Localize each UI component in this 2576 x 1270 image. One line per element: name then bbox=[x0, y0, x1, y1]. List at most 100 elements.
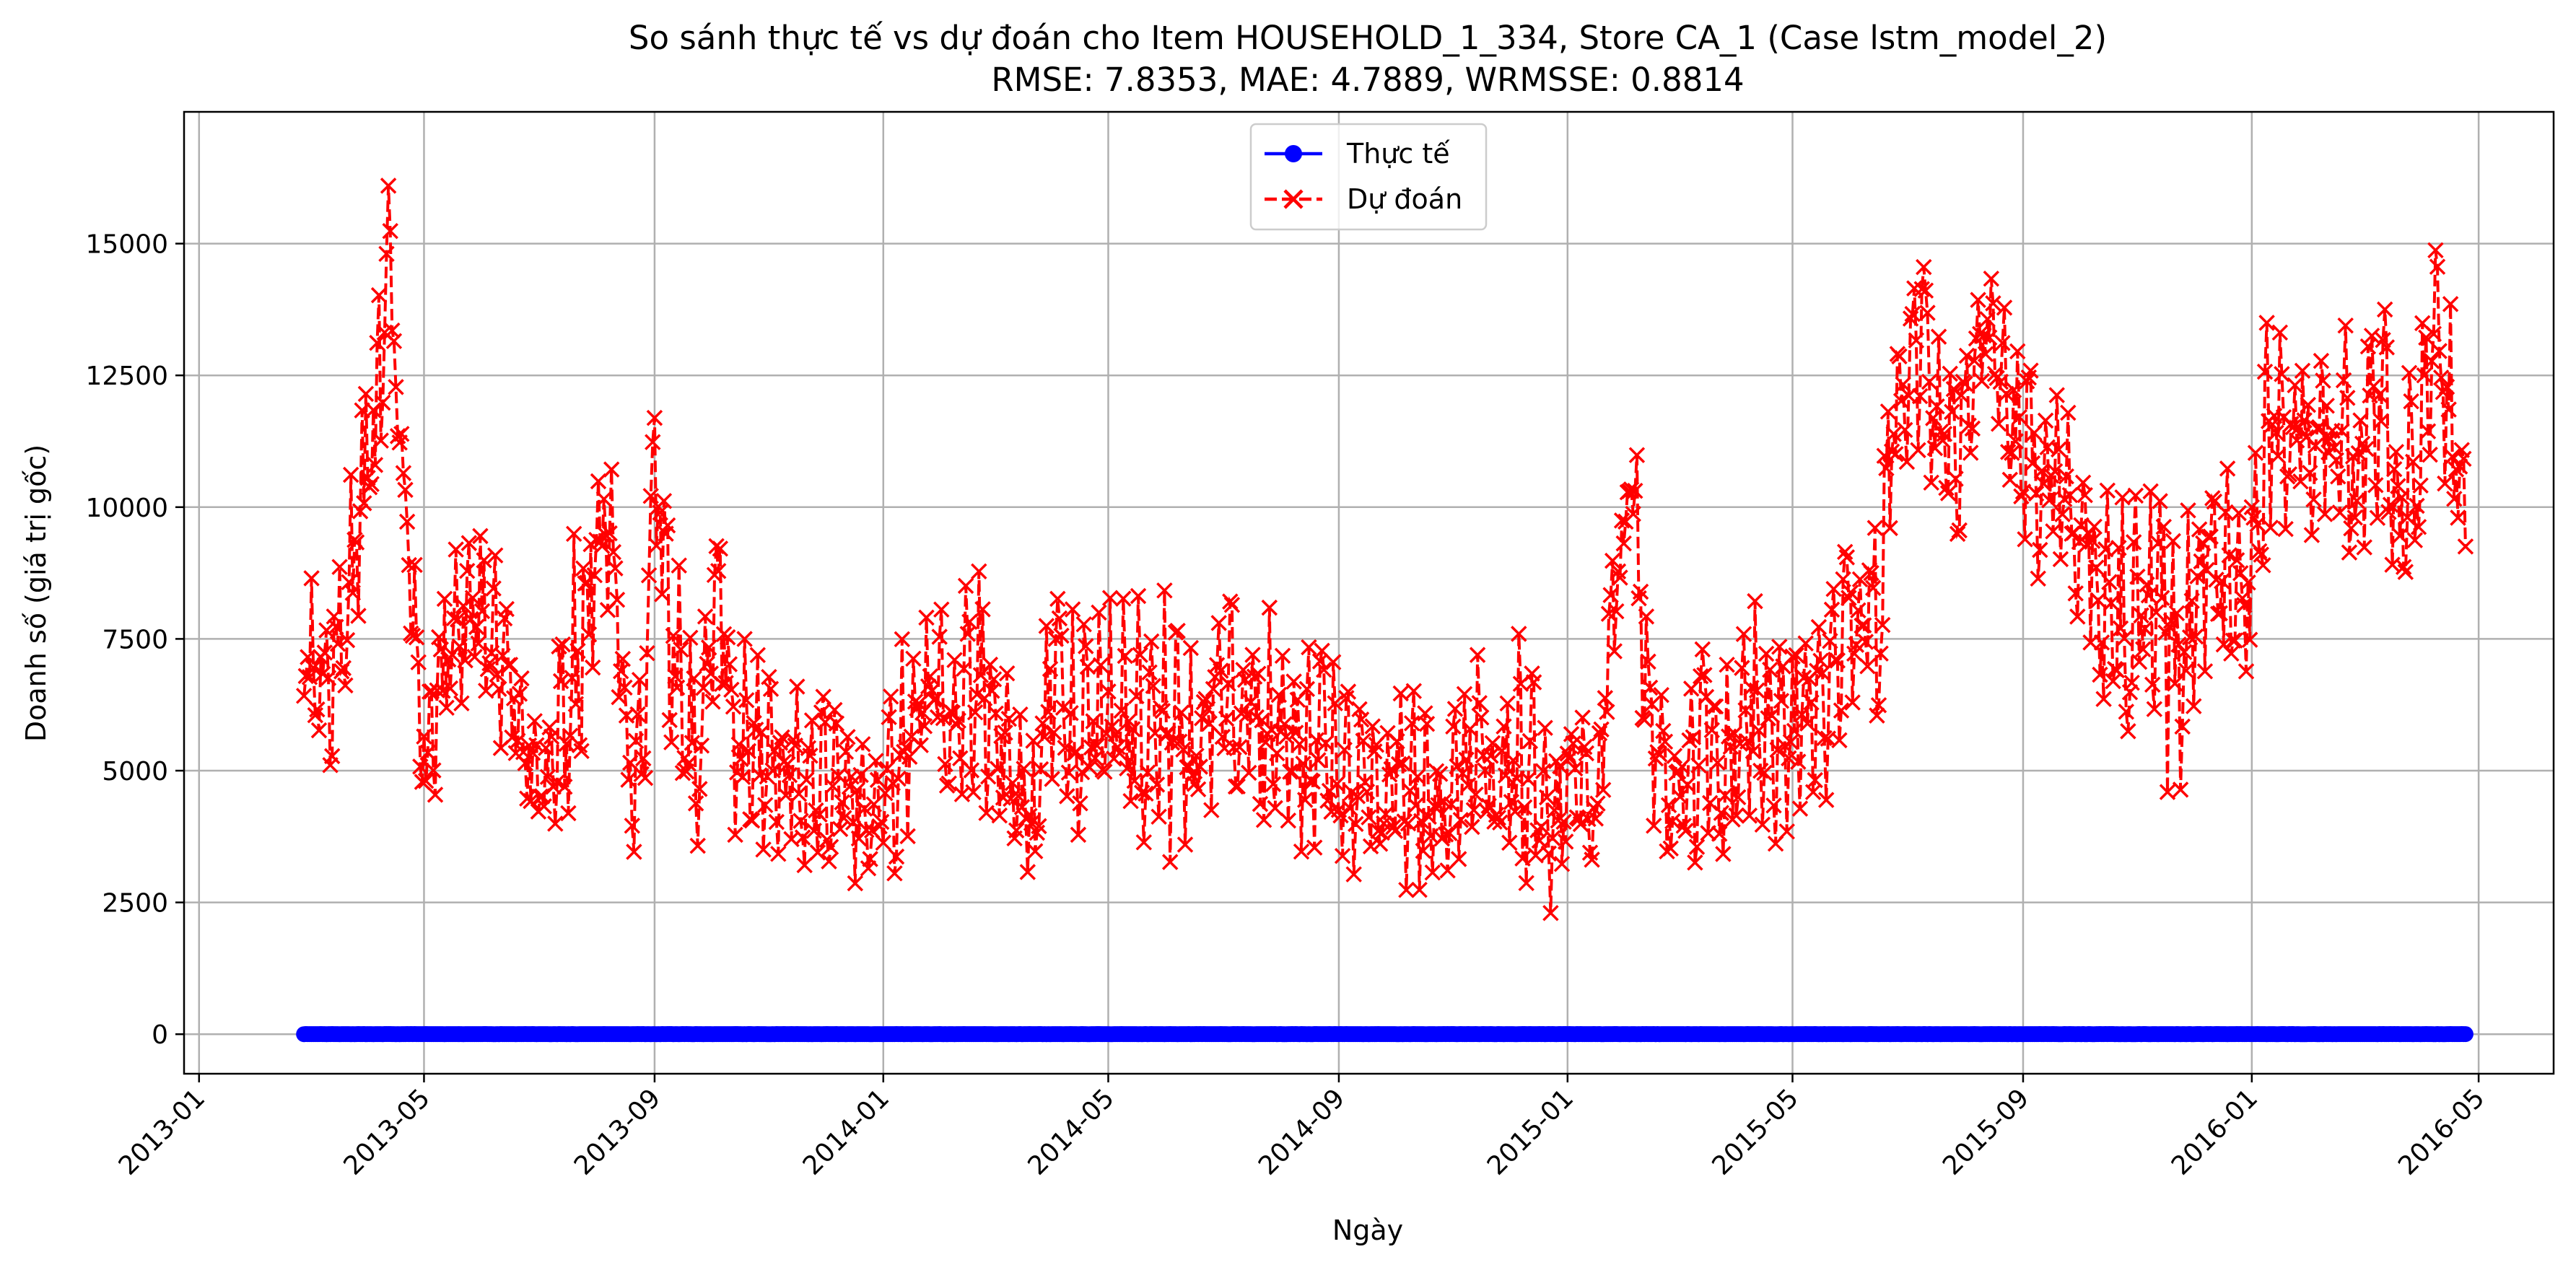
predicted-point bbox=[526, 713, 543, 730]
predicted-point bbox=[2014, 483, 2032, 500]
predicted-point bbox=[2187, 628, 2204, 645]
predicted-point bbox=[646, 409, 663, 426]
predicted-point bbox=[1454, 765, 1471, 782]
predicted-point bbox=[2432, 369, 2450, 386]
predicted-point bbox=[671, 557, 687, 574]
predicted-point bbox=[307, 706, 324, 724]
predicted-point bbox=[1450, 851, 1467, 867]
predicted-point bbox=[1370, 823, 1387, 839]
predicted-point bbox=[1441, 825, 1458, 841]
predicted-series-markers bbox=[295, 178, 2474, 921]
predicted-point bbox=[2092, 666, 2108, 683]
predicted-point bbox=[352, 503, 369, 520]
predicted-point bbox=[593, 538, 611, 554]
predicted-point bbox=[1917, 282, 1934, 299]
predicted-point bbox=[445, 610, 463, 627]
predicted-point bbox=[575, 560, 592, 577]
predicted-point bbox=[1139, 764, 1156, 781]
y-tick-label: 15000 bbox=[85, 230, 168, 260]
predicted-point bbox=[1296, 792, 1314, 808]
predicted-point bbox=[918, 609, 935, 626]
predicted-point bbox=[1722, 738, 1739, 756]
predicted-point bbox=[1878, 460, 1895, 477]
predicted-point bbox=[2358, 440, 2375, 457]
predicted-point bbox=[1389, 733, 1405, 750]
predicted-point bbox=[910, 695, 927, 712]
predicted-point bbox=[393, 426, 410, 442]
predicted-point bbox=[2277, 520, 2294, 538]
predicted-point bbox=[417, 772, 435, 789]
predicted-point bbox=[965, 784, 982, 801]
predicted-point bbox=[1758, 645, 1775, 662]
predicted-point bbox=[1085, 713, 1101, 730]
predicted-point bbox=[1599, 704, 1615, 720]
predicted-point bbox=[1477, 762, 1493, 779]
predicted-point bbox=[905, 650, 922, 667]
predicted-point bbox=[1747, 592, 1763, 610]
predicted-point bbox=[890, 770, 907, 787]
predicted-point bbox=[528, 737, 545, 753]
predicted-point bbox=[1546, 802, 1563, 819]
predicted-point bbox=[2255, 557, 2271, 574]
predicted-point bbox=[787, 737, 803, 754]
predicted-point bbox=[1096, 763, 1113, 780]
predicted-point bbox=[1646, 818, 1662, 834]
predicted-point bbox=[897, 739, 914, 756]
predicted-point bbox=[940, 775, 957, 792]
predicted-point bbox=[1923, 474, 1939, 491]
predicted-point bbox=[2223, 645, 2240, 662]
predicted-point bbox=[2183, 592, 2200, 609]
predicted-point bbox=[2214, 573, 2230, 590]
legend[interactable]: Thực tế Dự đoán bbox=[1249, 123, 1488, 231]
predicted-point bbox=[2168, 605, 2186, 622]
predicted-point bbox=[1073, 763, 1091, 781]
predicted-point bbox=[416, 728, 432, 745]
predicted-point bbox=[1794, 706, 1810, 723]
predicted-point bbox=[397, 481, 414, 499]
predicted-point bbox=[912, 737, 929, 753]
predicted-point bbox=[1962, 444, 1979, 461]
predicted-point bbox=[460, 535, 478, 551]
predicted-point bbox=[963, 762, 980, 779]
predicted-point bbox=[1250, 665, 1267, 682]
predicted-point bbox=[2052, 551, 2069, 568]
predicted-point bbox=[1604, 552, 1621, 569]
predicted-point bbox=[2410, 519, 2427, 535]
y-tick-label: 0 bbox=[152, 1020, 168, 1050]
predicted-point bbox=[868, 753, 884, 769]
predicted-point bbox=[2007, 433, 2024, 450]
predicted-point bbox=[1587, 810, 1604, 827]
predicted-point bbox=[1218, 710, 1235, 727]
predicted-point bbox=[595, 491, 613, 507]
predicted-point bbox=[2363, 328, 2380, 344]
predicted-point bbox=[2186, 698, 2202, 714]
predicted-point bbox=[931, 629, 948, 645]
predicted-point bbox=[573, 743, 590, 760]
predicted-point bbox=[640, 567, 658, 584]
predicted-point bbox=[2095, 691, 2112, 707]
predicted-point bbox=[538, 740, 554, 756]
predicted-point bbox=[2232, 565, 2249, 582]
predicted-point bbox=[1679, 776, 1696, 793]
predicted-point bbox=[1516, 799, 1533, 816]
predicted-point bbox=[710, 563, 727, 579]
predicted-point bbox=[301, 669, 318, 686]
predicted-point bbox=[2437, 475, 2453, 492]
predicted-point bbox=[2189, 568, 2206, 584]
predicted-point bbox=[584, 659, 601, 676]
predicted-point bbox=[873, 813, 890, 831]
predicted-point bbox=[2217, 504, 2234, 521]
predicted-point bbox=[552, 673, 569, 690]
predicted-point bbox=[2159, 784, 2176, 800]
predicted-point bbox=[1329, 776, 1345, 792]
predicted-point bbox=[815, 688, 831, 705]
predicted-point bbox=[1075, 616, 1092, 633]
predicted-point bbox=[328, 618, 344, 636]
predicted-point bbox=[1822, 633, 1838, 649]
predicted-point bbox=[1458, 751, 1475, 768]
predicted-point bbox=[1000, 710, 1018, 727]
predicted-point bbox=[1781, 750, 1797, 767]
predicted-point bbox=[1169, 622, 1186, 639]
predicted-point bbox=[429, 682, 445, 698]
predicted-point bbox=[603, 461, 620, 478]
